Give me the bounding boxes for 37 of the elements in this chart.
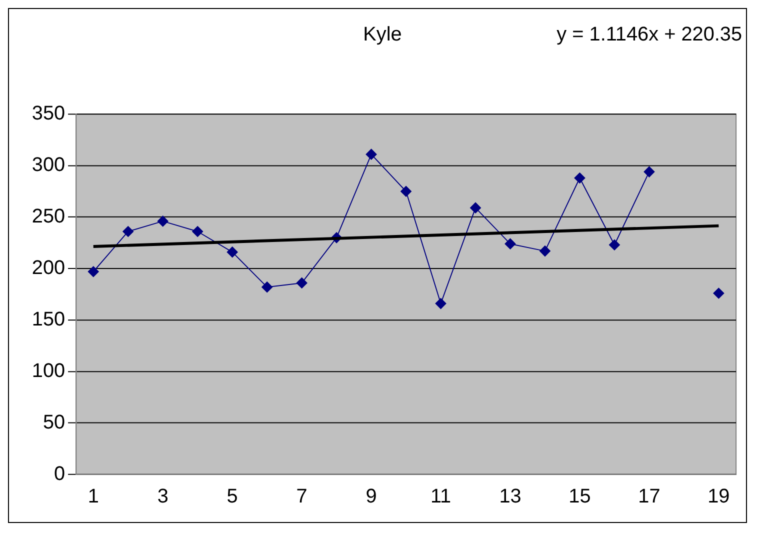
x-tick-label: 7 bbox=[296, 486, 308, 508]
point bbox=[226, 246, 238, 258]
x-tick-label: 13 bbox=[499, 486, 522, 508]
point bbox=[366, 148, 377, 160]
point bbox=[644, 166, 655, 178]
point bbox=[435, 298, 446, 309]
point bbox=[296, 277, 308, 288]
y-tick-label: 100 bbox=[32, 360, 66, 382]
x-tick-label: 11 bbox=[430, 486, 452, 508]
point bbox=[608, 239, 620, 250]
x-tick-label: 17 bbox=[638, 486, 660, 508]
y-tick-label: 0 bbox=[54, 462, 66, 485]
x-tick-label: 3 bbox=[157, 486, 168, 508]
x-tick-label: 15 bbox=[568, 486, 591, 508]
y-tick-label: 150 bbox=[32, 308, 66, 330]
x-tick-label: 19 bbox=[708, 486, 730, 508]
x-tick-label: 1 bbox=[88, 486, 99, 508]
point bbox=[122, 226, 134, 237]
point bbox=[400, 186, 412, 197]
point bbox=[540, 246, 550, 257]
text: y = 1.1146x + 220.35 bbox=[556, 23, 742, 46]
point bbox=[88, 266, 99, 278]
y-tick-label: 50 bbox=[42, 411, 66, 434]
y-tick-label: 200 bbox=[32, 257, 66, 280]
point bbox=[504, 238, 516, 250]
x-tick-label: 9 bbox=[366, 486, 377, 508]
x-tick-label: 5 bbox=[226, 486, 238, 508]
point bbox=[192, 226, 204, 237]
point bbox=[574, 172, 586, 184]
y-tick-label: 350 bbox=[32, 102, 66, 125]
point bbox=[470, 202, 481, 214]
y-tick-label: 300 bbox=[32, 154, 66, 176]
point bbox=[713, 288, 724, 299]
point bbox=[157, 216, 168, 227]
chart-title: Kyle bbox=[363, 23, 402, 46]
point bbox=[262, 282, 273, 293]
y-tick-label: 250 bbox=[32, 206, 66, 228]
